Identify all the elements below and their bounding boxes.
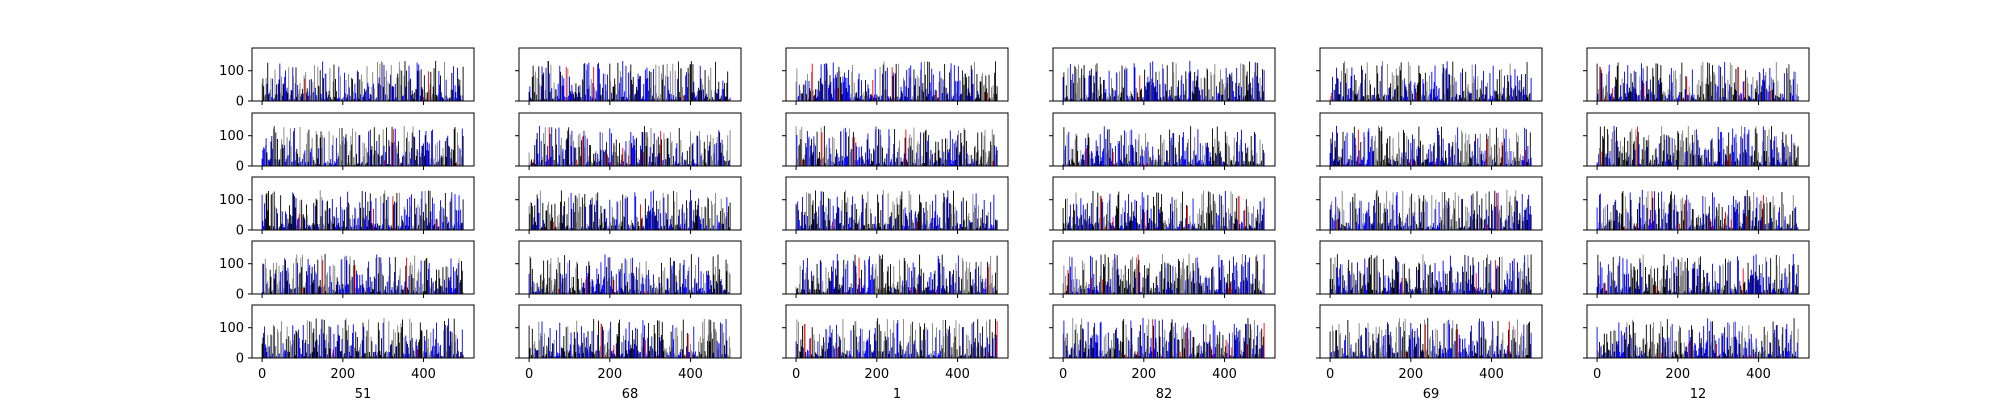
y-tick-label: 100 [219,257,244,272]
axes-frame [1586,176,1810,231]
panel-r4-c1: 0 100 [219,240,475,303]
panel-r3-c4 [1049,176,1276,234]
bars [528,254,731,294]
bars [1596,61,1799,101]
panel-r1-c5 [1316,47,1543,105]
panel-r1-c6 [1583,47,1810,105]
bars [1062,190,1265,230]
axes-frame [251,240,475,295]
panel-r2-c3 [782,112,1009,170]
panel-r1-c2 [515,47,742,105]
axes-frame [785,176,1009,231]
y-tick-label: 0 [236,160,244,175]
panel-r3-c6 [1583,176,1810,234]
y-tick-label: 100 [219,193,244,208]
bars [1329,61,1532,101]
panel-r2-c5 [1316,112,1543,170]
y-tick-label: 0 [236,224,244,239]
axes-frame [1319,176,1543,231]
panel-r2-c4 [1049,112,1276,170]
axes-frame [1586,47,1810,102]
bars [1062,126,1265,166]
bars [528,125,731,166]
axes-frame [1052,47,1276,102]
y-tick-label: 0 [236,95,244,110]
bars [528,189,731,230]
panel-r1-c4 [1049,47,1276,105]
panel-r3-c5 [1316,176,1543,234]
axes-frame [251,112,475,167]
y-tick-label: 0 [236,288,244,303]
bars [261,60,464,101]
panel-r3-c1: 0 100 [219,176,475,239]
bars [1062,60,1265,101]
panel-r1-c3 [782,47,1009,105]
panel-r4-c2 [515,240,742,298]
panel-r2-c1: 0 100 [219,112,475,175]
panel-r3-c3 [782,176,1009,234]
axes-frame [251,47,475,102]
bars [795,125,998,166]
y-tick-label: 100 [219,64,244,79]
panel-r1-c1: 0 100 [219,47,475,110]
panel-r3-c2 [515,176,742,234]
y-tick-label: 100 [219,129,244,144]
axes-frame [518,47,742,102]
bars [261,190,464,230]
bars [528,60,731,101]
bars [1329,125,1532,166]
bars [1596,189,1799,230]
bars [795,190,998,230]
axes-frame [1319,47,1543,102]
axes-frame [518,176,742,231]
panel-r2-c6 [1583,112,1810,170]
bars [1596,125,1799,166]
bars [1329,189,1532,230]
axes-frame [1052,112,1276,167]
bars [261,253,464,294]
axes-frame [1052,176,1276,231]
bars [261,125,464,166]
bars [795,61,998,101]
panel-r2-c2 [515,112,742,170]
axes-frame [1586,112,1810,167]
axes-frame [1319,112,1543,167]
axes-frame [518,112,742,167]
axes-frame [785,112,1009,167]
axes-frame [251,176,475,231]
axes-frame [785,47,1009,102]
